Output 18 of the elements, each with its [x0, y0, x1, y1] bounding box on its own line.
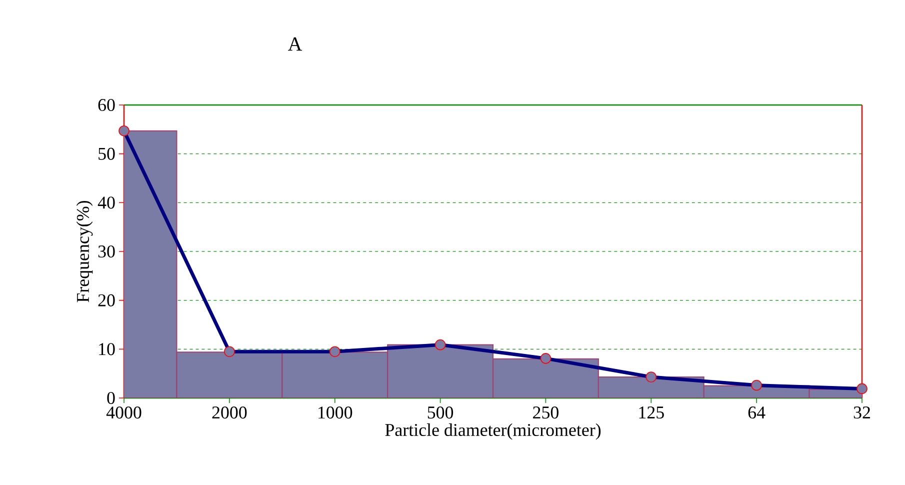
x-axis-title: Particle diameter(micrometer): [385, 423, 601, 440]
y-tick-label: 10: [99, 343, 115, 356]
x-tick-label: 250: [533, 406, 558, 419]
x-tick-label: 4000: [106, 406, 142, 419]
x-tick-label: 64: [748, 406, 766, 419]
y-tick-label: 30: [98, 245, 115, 258]
chart-title: A: [288, 37, 302, 51]
x-tick-label: 2000: [212, 406, 247, 419]
x-tick-label: 125: [639, 406, 664, 419]
y-tick-label: 20: [98, 294, 115, 306]
y-tick-label: 60: [98, 98, 115, 112]
x-tick-label: 1000: [318, 406, 352, 419]
y-tick-label: 50: [98, 148, 115, 160]
y-axis-title: Frequency(%): [76, 200, 93, 302]
x-tick-label: 32: [854, 406, 870, 419]
y-tick-label: 40: [98, 196, 115, 209]
y-tick-label: 0: [107, 392, 115, 404]
x-tick-label: 500: [428, 406, 454, 419]
